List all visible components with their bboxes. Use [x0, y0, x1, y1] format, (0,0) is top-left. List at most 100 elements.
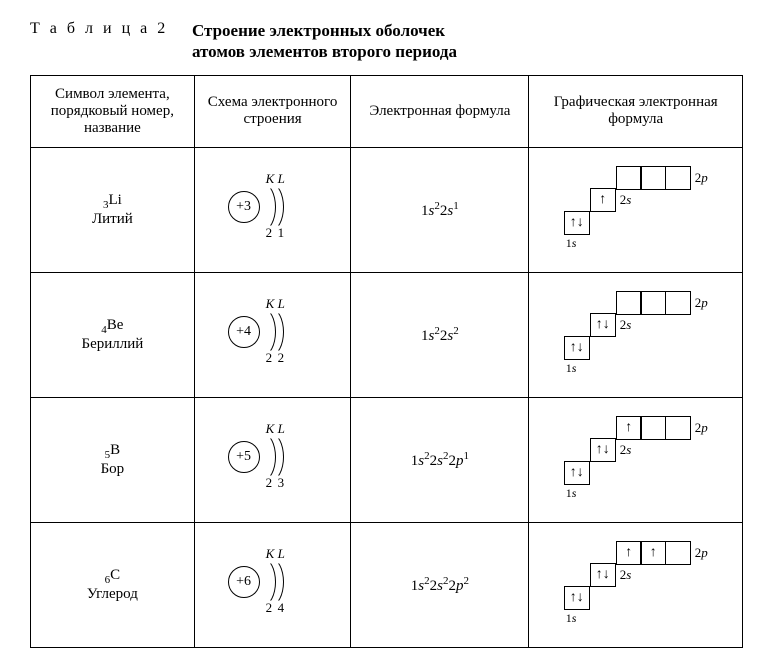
- element-symbol: B: [110, 442, 120, 458]
- col-symbol-header: Символ элемента, порядковый номер, назва…: [31, 75, 195, 147]
- col-scheme-header: Схема электронного строения: [194, 75, 351, 147]
- header-row: Символ элемента, порядковый номер, назва…: [31, 75, 743, 147]
- element-symbol-cell: 5BБор: [31, 397, 195, 522]
- orbital-diagram-cell: 2p↑2s↑↓1s: [529, 147, 743, 272]
- orbital-box-2p: [616, 291, 642, 315]
- shell-count-k: 2: [266, 475, 273, 491]
- orbital-label-1s: 1s: [566, 611, 708, 626]
- shell-label-l: L: [278, 296, 285, 312]
- shell-count-k: 2: [266, 350, 273, 366]
- atom-scheme: KL+321: [228, 177, 318, 237]
- shell-arc-l: [258, 308, 284, 356]
- shell-count-k: 2: [266, 600, 273, 616]
- orbital-row-1s: ↑↓: [564, 461, 708, 485]
- orbital-diagram: ↑2p↑↓2s↑↓1s: [564, 417, 708, 501]
- orbital-box-2p: ↑: [616, 541, 642, 565]
- table-row: 3LiЛитийKL+3211s22s12p↑2s↑↓1s: [31, 147, 743, 272]
- element-symbol: Li: [108, 192, 121, 208]
- orbital-box-2p: [640, 291, 666, 315]
- scheme-cell: KL+422: [194, 272, 351, 397]
- orbital-diagram: ↑↑2p↑↓2s↑↓1s: [564, 542, 708, 626]
- atom-scheme: KL+624: [228, 552, 318, 612]
- orbital-row-1s: ↑↓: [564, 336, 708, 360]
- electron-formula: 1s22s2: [421, 328, 459, 344]
- formula-cell: 1s22s22p1: [351, 397, 529, 522]
- orbital-box-2s: ↑↓: [590, 438, 616, 462]
- orbital-box-2s: ↑↓: [590, 563, 616, 587]
- orbital-box-2p: [616, 166, 642, 190]
- orbital-row-2p: 2p: [616, 291, 708, 315]
- title-line-1: Строение электронных оболочек: [192, 21, 445, 40]
- orbital-label-2p: 2p: [695, 545, 708, 561]
- orbital-box-2s: ↑: [590, 188, 616, 212]
- orbital-box-1s: ↑↓: [564, 336, 590, 360]
- orbital-row-2p: 2p: [616, 166, 708, 190]
- orbital-row-1s: ↑↓: [564, 586, 708, 610]
- orbital-row-2p: ↑2p: [616, 416, 708, 440]
- element-symbol-cell: 3LiЛитий: [31, 147, 195, 272]
- orbital-box-2p: [665, 291, 691, 315]
- table-title: Строение электронных оболочек атомов эле…: [192, 20, 457, 63]
- orbital-label-1s: 1s: [566, 236, 708, 251]
- shell-count-l: 2: [278, 350, 285, 366]
- orbital-box-2p: [665, 541, 691, 565]
- col-formula-header: Электронная формула: [351, 75, 529, 147]
- shell-count-l: 1: [278, 225, 285, 241]
- orbital-label-1s: 1s: [566, 361, 708, 376]
- orbital-label-2p: 2p: [695, 420, 708, 436]
- scheme-cell: KL+523: [194, 397, 351, 522]
- orbital-box-2s: ↑↓: [590, 313, 616, 337]
- scheme-cell: KL+321: [194, 147, 351, 272]
- formula-cell: 1s22s1: [351, 147, 529, 272]
- formula-cell: 1s22s2: [351, 272, 529, 397]
- table-row: 5BБорKL+5231s22s22p1↑2p↑↓2s↑↓1s: [31, 397, 743, 522]
- element-name: Литий: [39, 211, 186, 228]
- shell-label-l: L: [278, 546, 285, 562]
- orbital-diagram-cell: ↑2p↑↓2s↑↓1s: [529, 397, 743, 522]
- shell-count-l: 4: [278, 600, 285, 616]
- orbital-label-2p: 2p: [695, 295, 708, 311]
- orbital-label-2s: 2s: [620, 567, 632, 583]
- atom-scheme: KL+523: [228, 427, 318, 487]
- element-symbol: C: [110, 567, 120, 583]
- orbital-diagram-cell: 2p↑↓2s↑↓1s: [529, 272, 743, 397]
- orbital-box-2p: [640, 166, 666, 190]
- orbital-box-2p: [665, 416, 691, 440]
- orbital-box-2p: [640, 416, 666, 440]
- shell-arc-l: [258, 183, 284, 231]
- table-label: Т а б л и ц а 2: [30, 20, 168, 37]
- electron-formula: 1s22s22p1: [411, 453, 469, 469]
- orbital-label-2s: 2s: [620, 317, 632, 333]
- orbital-box-1s: ↑↓: [564, 586, 590, 610]
- shell-count-k: 2: [266, 225, 273, 241]
- orbital-row-2s: ↑↓2s: [590, 313, 708, 337]
- orbital-row-2s: ↑↓2s: [590, 563, 708, 587]
- title-line-2: атомов элементов второго периода: [192, 42, 457, 61]
- electron-formula: 1s22s1: [421, 203, 459, 219]
- scheme-cell: KL+624: [194, 522, 351, 647]
- shell-arc-l: [258, 558, 284, 606]
- electron-formula: 1s22s22p2: [411, 578, 469, 594]
- orbital-label-2s: 2s: [620, 192, 632, 208]
- orbital-diagram: 2p↑2s↑↓1s: [564, 167, 708, 251]
- element-name: Углерод: [39, 586, 186, 603]
- orbital-label-2p: 2p: [695, 170, 708, 186]
- orbital-row-1s: ↑↓: [564, 211, 708, 235]
- table-row: 4BeБериллийKL+4221s22s22p↑↓2s↑↓1s: [31, 272, 743, 397]
- orbital-label-1s: 1s: [566, 486, 708, 501]
- shell-label-l: L: [278, 171, 285, 187]
- orbital-diagram-cell: ↑↑2p↑↓2s↑↓1s: [529, 522, 743, 647]
- element-name: Бор: [39, 461, 186, 478]
- element-symbol-cell: 6CУглерод: [31, 522, 195, 647]
- col-graphic-header: Графическая электронная формула: [529, 75, 743, 147]
- orbital-row-2s: ↑2s: [590, 188, 708, 212]
- atom-scheme: KL+422: [228, 302, 318, 362]
- orbital-row-2p: ↑↑2p: [616, 541, 708, 565]
- electron-structure-table: Символ элемента, порядковый номер, назва…: [30, 75, 743, 648]
- shell-label-l: L: [278, 421, 285, 437]
- orbital-label-2s: 2s: [620, 442, 632, 458]
- orbital-box-1s: ↑↓: [564, 211, 590, 235]
- table-row: 6CУглеродKL+6241s22s22p2↑↑2p↑↓2s↑↓1s: [31, 522, 743, 647]
- shell-count-l: 3: [278, 475, 285, 491]
- orbital-row-2s: ↑↓2s: [590, 438, 708, 462]
